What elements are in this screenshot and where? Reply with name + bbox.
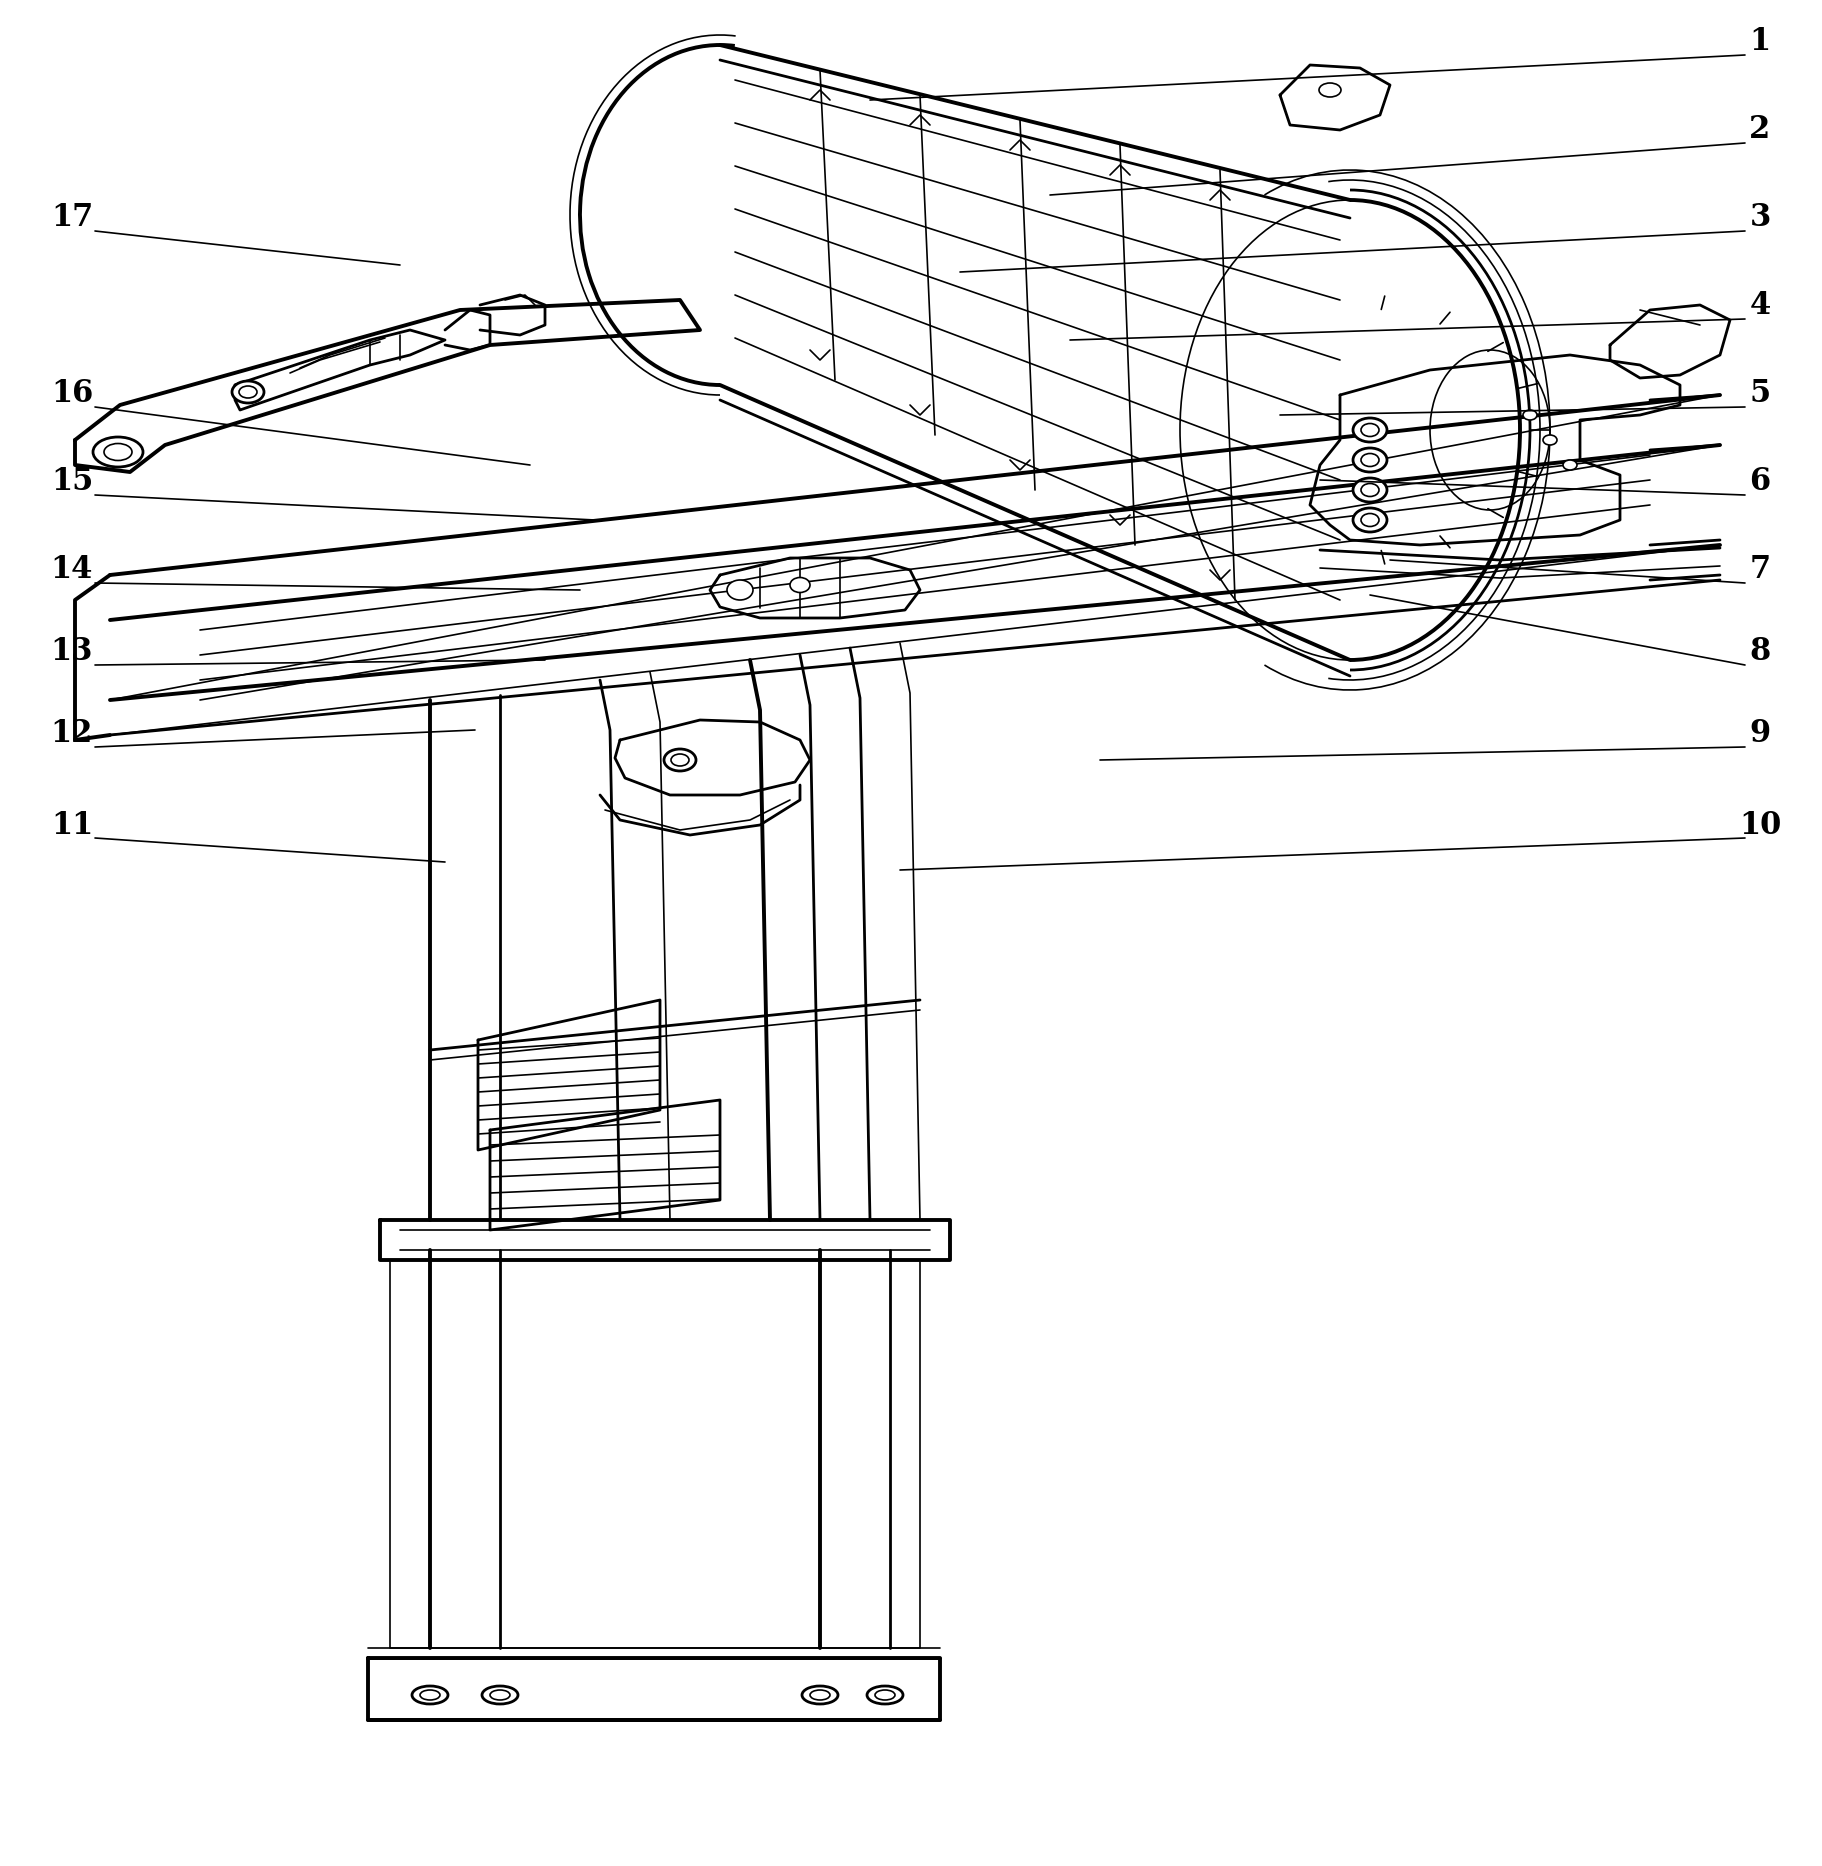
Ellipse shape [490,1691,510,1700]
Ellipse shape [231,381,264,403]
Ellipse shape [1354,508,1387,532]
Text: 13: 13 [51,636,93,668]
Text: 5: 5 [1749,379,1771,409]
Ellipse shape [875,1691,895,1700]
Ellipse shape [1523,411,1538,420]
Ellipse shape [1361,424,1379,437]
Ellipse shape [663,748,696,771]
Text: 6: 6 [1749,466,1771,498]
Ellipse shape [93,437,142,466]
Text: 12: 12 [51,718,93,750]
Ellipse shape [1319,82,1341,97]
Ellipse shape [802,1687,838,1704]
Text: 16: 16 [51,379,93,409]
Text: 7: 7 [1749,554,1771,586]
Ellipse shape [1361,483,1379,496]
Ellipse shape [670,754,689,767]
Ellipse shape [1354,478,1387,502]
Ellipse shape [1543,435,1558,444]
Ellipse shape [727,580,752,601]
Ellipse shape [421,1691,439,1700]
Ellipse shape [239,386,257,397]
Ellipse shape [867,1687,904,1704]
Text: 4: 4 [1749,291,1771,321]
Ellipse shape [483,1687,517,1704]
Ellipse shape [1563,461,1578,470]
Text: 9: 9 [1749,718,1771,750]
Text: 11: 11 [51,810,93,840]
Text: 1: 1 [1749,26,1771,58]
Text: 2: 2 [1749,114,1771,146]
Text: 10: 10 [1738,810,1782,840]
Ellipse shape [412,1687,448,1704]
Ellipse shape [791,577,811,593]
Text: 17: 17 [51,203,93,233]
Ellipse shape [1354,418,1387,442]
Ellipse shape [811,1691,831,1700]
Ellipse shape [1361,513,1379,526]
Ellipse shape [1354,448,1387,472]
Text: 14: 14 [51,554,93,586]
Text: 8: 8 [1749,636,1771,668]
Ellipse shape [1361,453,1379,466]
Ellipse shape [104,444,131,461]
Text: 15: 15 [51,466,93,498]
Text: 3: 3 [1749,203,1771,233]
